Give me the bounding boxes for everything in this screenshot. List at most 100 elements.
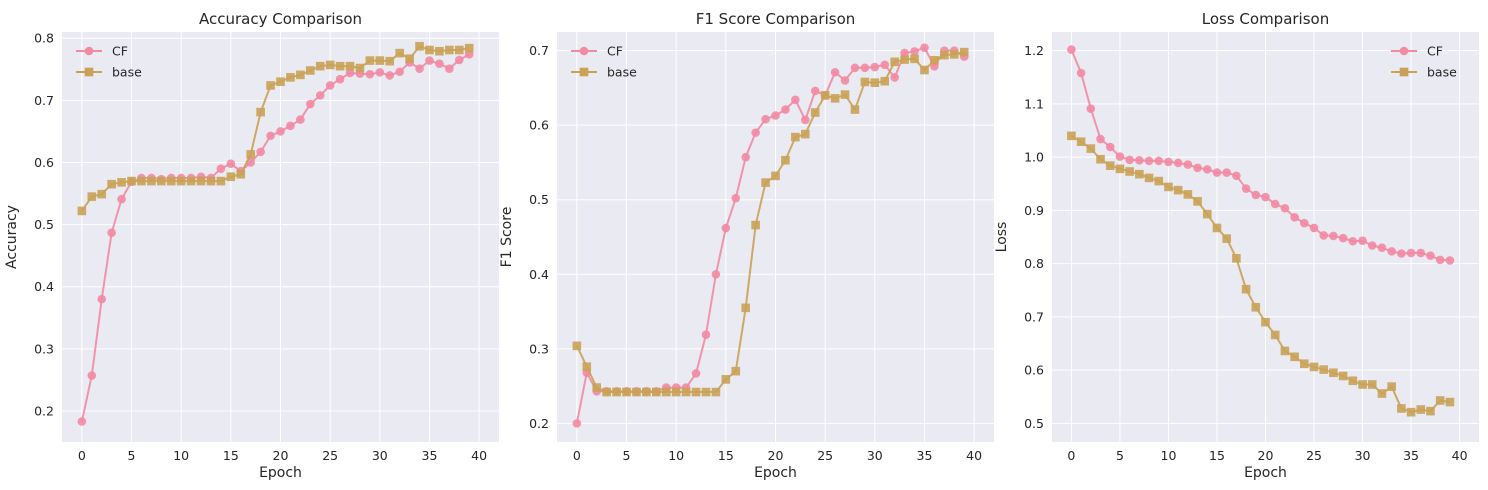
data-point xyxy=(612,387,621,397)
data-point xyxy=(1270,199,1280,209)
x-tick-label: 25 xyxy=(1306,448,1322,463)
x-tick-label: 20 xyxy=(768,448,784,463)
data-point xyxy=(1086,104,1096,113)
series-base xyxy=(77,41,474,216)
data-point xyxy=(781,155,790,165)
x-tick-label: 5 xyxy=(128,448,136,463)
data-point xyxy=(1154,156,1164,166)
data-point xyxy=(375,56,385,65)
data-point xyxy=(87,192,97,201)
x-tick-label: 25 xyxy=(322,448,338,463)
subplot-2: 0 5 10 15 20 25 30 35 40 0.2 0.3 0.4 0.5 0.6 0.7 F1 Sco… xyxy=(499,10,994,481)
data-point xyxy=(1135,156,1144,165)
data-point xyxy=(1183,190,1193,199)
y-tick-label: 0.9 xyxy=(1024,203,1044,218)
data-point xyxy=(1125,167,1134,176)
data-point xyxy=(1096,154,1105,164)
data-point xyxy=(1358,236,1367,246)
series-line xyxy=(1070,49,1450,262)
data-point xyxy=(642,387,651,397)
data-point xyxy=(860,77,870,87)
data-point xyxy=(761,114,770,124)
y-tick-label: 0.2 xyxy=(529,416,549,431)
legend: CF base xyxy=(571,44,637,80)
data-point xyxy=(415,41,424,51)
x-tick-label: 35 xyxy=(422,448,438,463)
data-point xyxy=(1290,212,1299,222)
data-point xyxy=(385,71,395,80)
data-point xyxy=(850,63,860,73)
data-point xyxy=(800,129,810,139)
data-point xyxy=(375,68,385,77)
data-point xyxy=(1232,253,1241,263)
data-point xyxy=(771,171,780,181)
data-point xyxy=(256,147,265,157)
data-point xyxy=(1251,190,1261,200)
data-point xyxy=(1202,165,1212,174)
chart-title: Loss Comparison xyxy=(1202,10,1329,28)
legend-label: CF xyxy=(112,44,128,59)
data-point xyxy=(226,159,236,168)
data-point xyxy=(1261,192,1270,202)
data-point xyxy=(691,369,701,378)
data-point xyxy=(1300,218,1309,228)
data-point xyxy=(1173,158,1183,168)
data-point xyxy=(117,194,126,204)
data-point xyxy=(454,45,464,55)
legend-label: CF xyxy=(607,44,623,59)
y-axis-label: Loss xyxy=(994,222,1010,253)
data-point xyxy=(1241,284,1251,294)
data-point xyxy=(1319,365,1329,374)
legend: CF base xyxy=(1391,44,1457,80)
x-tick-label: 35 xyxy=(917,448,933,463)
data-point xyxy=(1338,371,1348,381)
data-point xyxy=(1329,368,1338,378)
data-point xyxy=(900,55,909,64)
data-point xyxy=(940,50,949,60)
data-point xyxy=(296,115,305,124)
x-tick-label: 25 xyxy=(817,448,833,463)
data-point xyxy=(186,176,196,186)
data-point xyxy=(77,206,87,216)
data-point xyxy=(1154,176,1164,186)
x-tick-label: 15 xyxy=(1209,448,1225,463)
data-point xyxy=(1193,197,1202,206)
data-point xyxy=(1348,236,1358,246)
data-point xyxy=(325,81,335,90)
legend: CF base xyxy=(76,44,142,80)
data-point xyxy=(1096,134,1105,144)
data-point xyxy=(1115,152,1125,161)
data-point xyxy=(1261,317,1270,327)
y-tick-label: 0.8 xyxy=(1024,256,1044,271)
data-point xyxy=(1290,352,1299,362)
data-point xyxy=(751,220,760,230)
data-point xyxy=(1251,302,1261,312)
data-point xyxy=(1270,330,1280,340)
data-point xyxy=(1435,396,1445,405)
data-point xyxy=(701,330,711,339)
data-point xyxy=(1367,241,1377,250)
data-point xyxy=(1416,248,1426,258)
data-point xyxy=(137,176,146,186)
data-point xyxy=(920,43,929,52)
data-point xyxy=(1105,142,1115,152)
data-point xyxy=(1076,137,1086,146)
data-point xyxy=(711,269,721,279)
data-point xyxy=(800,115,810,125)
data-point xyxy=(107,179,116,189)
data-point xyxy=(1387,382,1396,391)
data-point xyxy=(147,176,156,186)
data-point xyxy=(1173,185,1183,195)
data-point xyxy=(920,65,929,75)
data-point xyxy=(107,228,116,237)
y-tick-label: 0.6 xyxy=(529,118,549,133)
legend-marker xyxy=(84,67,94,77)
data-point xyxy=(345,68,355,78)
data-point xyxy=(1445,256,1455,265)
chart-title: Accuracy Comparison xyxy=(199,10,362,28)
data-point xyxy=(731,366,741,376)
data-point xyxy=(890,57,899,67)
data-point xyxy=(395,67,404,77)
data-point xyxy=(1435,255,1445,265)
